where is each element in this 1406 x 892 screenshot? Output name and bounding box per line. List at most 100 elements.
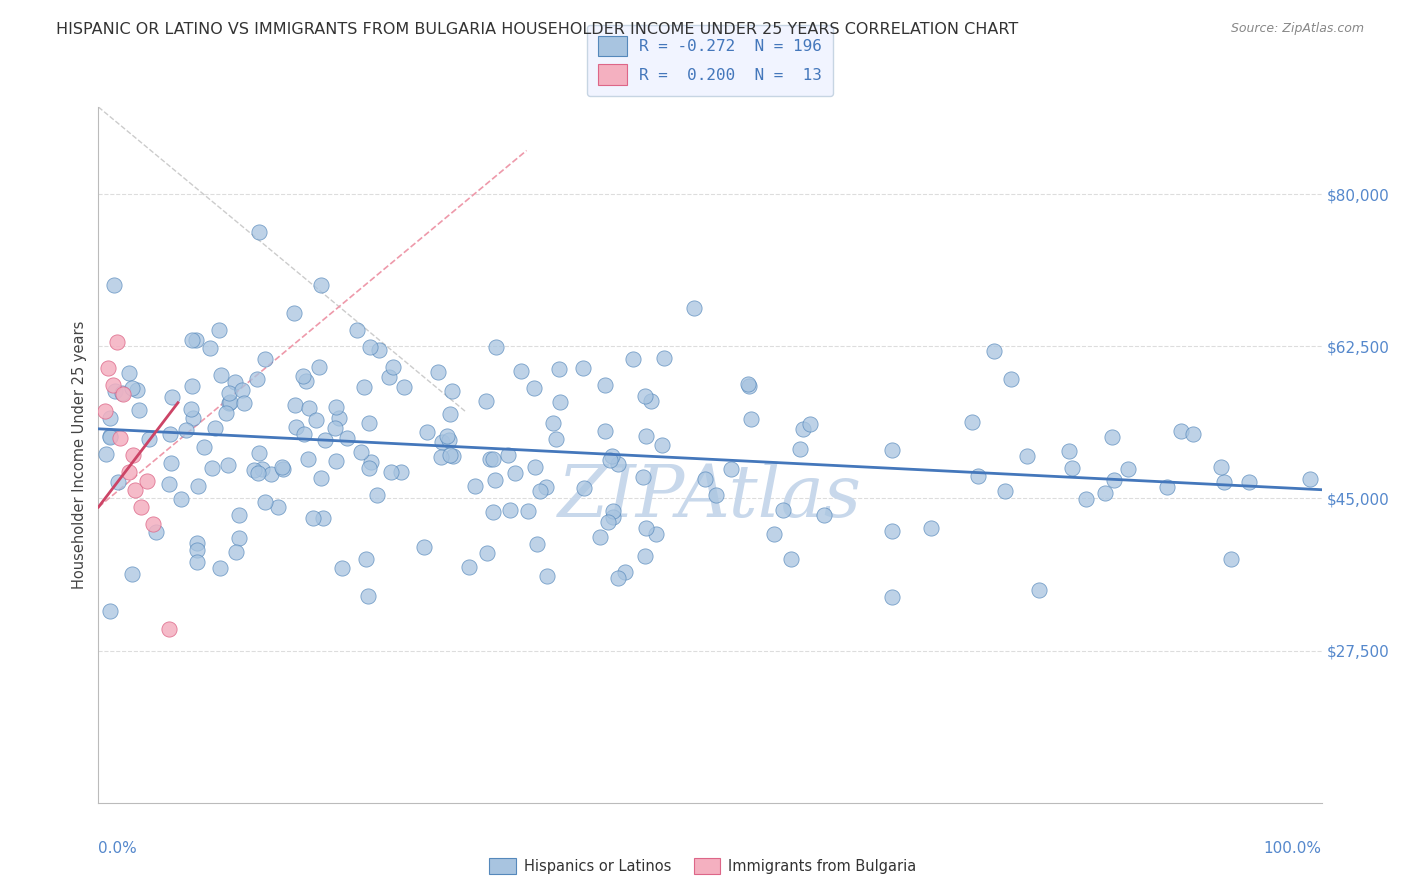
- Point: [484, 474, 506, 488]
- Point: [740, 412, 762, 426]
- Point: [1213, 475, 1236, 489]
- Point: [1101, 429, 1123, 443]
- Point: [98, 604, 121, 618]
- Point: [464, 479, 486, 493]
- Point: [789, 442, 811, 457]
- Point: [118, 366, 141, 380]
- Point: [357, 589, 380, 603]
- Point: [284, 397, 307, 411]
- Point: [598, 515, 620, 529]
- Point: [720, 461, 742, 475]
- Point: [98, 411, 121, 425]
- Point: [186, 334, 208, 348]
- Point: [1182, 426, 1205, 441]
- Point: [427, 365, 450, 379]
- Point: [254, 351, 277, 366]
- Point: [308, 360, 330, 375]
- Point: [1000, 372, 1022, 386]
- Point: [305, 413, 328, 427]
- Point: [360, 455, 382, 469]
- Text: 100.0%: 100.0%: [1264, 841, 1322, 856]
- Text: 0.0%: 0.0%: [98, 841, 138, 856]
- Point: [186, 555, 208, 569]
- Point: [695, 472, 717, 486]
- Point: [779, 552, 801, 566]
- Point: [187, 479, 209, 493]
- Point: [231, 384, 253, 398]
- Point: [634, 520, 657, 534]
- Point: [683, 301, 706, 315]
- Point: [763, 527, 786, 541]
- Point: [121, 567, 143, 582]
- Point: [357, 416, 380, 430]
- Point: [209, 368, 232, 383]
- Point: [1298, 472, 1320, 486]
- Point: [142, 517, 165, 532]
- Point: [439, 407, 461, 421]
- Point: [285, 420, 308, 434]
- Point: [107, 475, 129, 489]
- Point: [215, 406, 238, 420]
- Point: [516, 504, 538, 518]
- Point: [479, 452, 502, 467]
- Point: [157, 622, 180, 636]
- Point: [634, 388, 657, 402]
- Point: [101, 378, 124, 392]
- Point: [1156, 480, 1178, 494]
- Point: [201, 461, 224, 475]
- Point: [124, 483, 146, 497]
- Point: [186, 543, 208, 558]
- Point: [738, 379, 761, 393]
- Point: [181, 333, 204, 347]
- Point: [97, 361, 120, 376]
- Point: [218, 395, 240, 409]
- Point: [174, 423, 197, 437]
- Legend: R = -0.272  N = 196, R =  0.200  N =  13: R = -0.272 N = 196, R = 0.200 N = 13: [586, 25, 834, 96]
- Point: [636, 429, 658, 443]
- Point: [366, 488, 388, 502]
- Point: [481, 452, 503, 467]
- Point: [602, 509, 624, 524]
- Point: [503, 466, 526, 480]
- Point: [96, 447, 118, 461]
- Point: [613, 565, 636, 579]
- Point: [98, 430, 121, 444]
- Point: [297, 451, 319, 466]
- Point: [204, 421, 226, 435]
- Point: [104, 384, 127, 399]
- Point: [382, 359, 405, 374]
- Point: [356, 551, 378, 566]
- Point: [353, 380, 375, 394]
- Point: [118, 466, 141, 480]
- Point: [181, 379, 204, 393]
- Point: [880, 524, 903, 538]
- Point: [283, 306, 305, 320]
- Point: [225, 545, 247, 559]
- Point: [536, 569, 558, 583]
- Point: [209, 561, 232, 575]
- Point: [550, 395, 572, 409]
- Point: [218, 396, 240, 410]
- Point: [621, 352, 644, 367]
- Point: [380, 466, 402, 480]
- Point: [633, 549, 655, 564]
- Point: [129, 500, 152, 514]
- Point: [440, 384, 463, 398]
- Point: [162, 390, 184, 404]
- Point: [772, 503, 794, 517]
- Point: [218, 385, 240, 400]
- Point: [325, 454, 347, 468]
- Point: [247, 225, 270, 239]
- Point: [121, 381, 143, 395]
- Point: [217, 458, 239, 473]
- Point: [475, 394, 498, 409]
- Point: [960, 415, 983, 429]
- Point: [377, 370, 399, 384]
- Point: [485, 340, 508, 354]
- Point: [737, 377, 759, 392]
- Point: [224, 375, 246, 389]
- Point: [882, 443, 904, 458]
- Point: [1102, 473, 1125, 487]
- Point: [125, 383, 148, 397]
- Point: [457, 560, 479, 574]
